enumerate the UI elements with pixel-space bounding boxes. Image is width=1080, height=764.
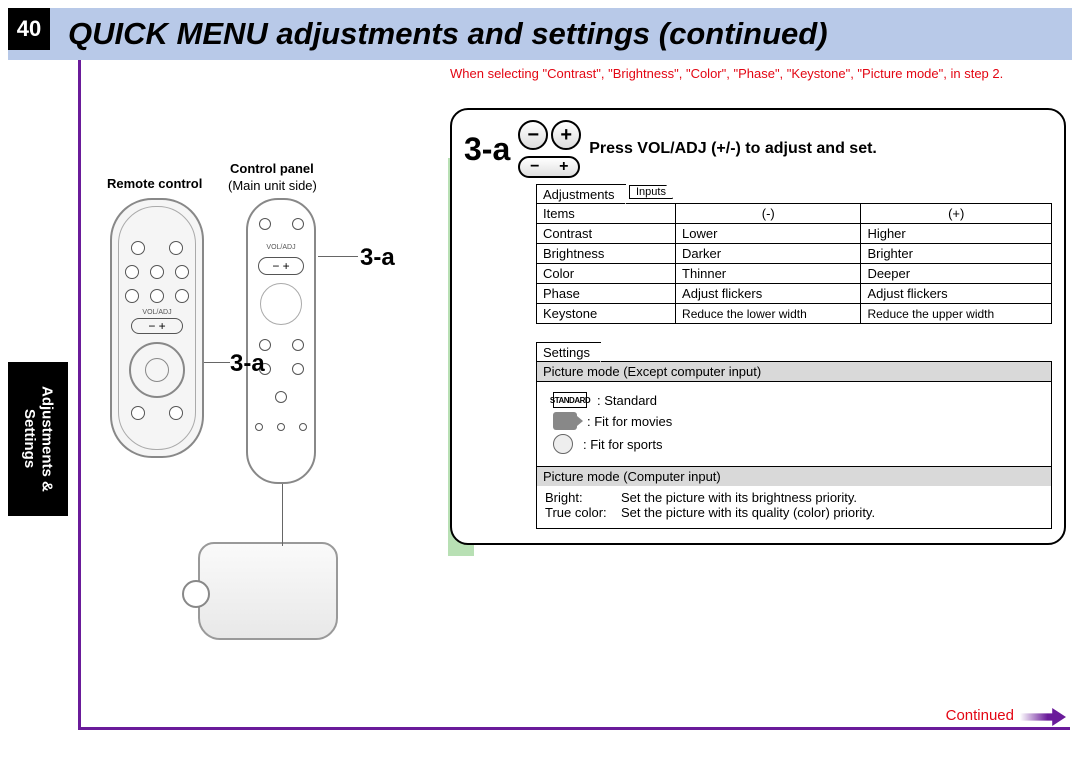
plus-icon: + xyxy=(559,158,568,176)
sports-icon xyxy=(553,434,573,454)
settings-body: Picture mode (Except computer input) STA… xyxy=(536,361,1052,529)
callout-step-remote: 3-a xyxy=(230,350,265,378)
adjustments-table: Items (-) (+) ContrastLowerHigher Bright… xyxy=(536,203,1052,324)
col-minus: (-) xyxy=(676,204,861,224)
vol-bar-icon: − + xyxy=(518,156,580,178)
desc-line: True color: Set the picture with its qua… xyxy=(545,505,1043,520)
remote-control-illustration: VOL/ADJ − + xyxy=(110,198,204,458)
settings-block: Settings Picture mode (Except computer i… xyxy=(536,342,1052,529)
settings-tab: Settings xyxy=(536,342,601,361)
control-panel-label: Control panel xyxy=(230,161,314,176)
col-items: Items xyxy=(537,204,676,224)
page-number: 40 xyxy=(17,16,41,42)
table-row: KeystoneReduce the lower widthReduce the… xyxy=(537,304,1052,324)
step-badge-text: 3-a xyxy=(464,135,510,164)
callout-step-control: 3-a xyxy=(360,244,395,272)
page-header: 40 QUICK MENU adjustments and settings (… xyxy=(8,8,1072,60)
table-row: ColorThinnerDeeper xyxy=(537,264,1052,284)
desc-val: Set the picture with its quality (color)… xyxy=(621,505,875,520)
list-item: : Fit for sports xyxy=(553,434,1041,454)
remote-control-label: Remote control xyxy=(107,176,202,191)
control-panel-illustration: VOL/ADJ − + xyxy=(246,198,316,484)
projector-illustration xyxy=(198,542,338,640)
desc-key: Bright: xyxy=(545,490,621,505)
section-header: Picture mode (Except computer input) xyxy=(537,362,1051,382)
mode-label: : Fit for movies xyxy=(587,414,672,429)
picture-mode-list: STANDARD : Standard : Fit for movies : F… xyxy=(537,382,1051,466)
vol-buttons-round: − + xyxy=(518,120,581,150)
panel-instruction: Press VOL/ADJ (+/-) to adjust and set. xyxy=(589,140,877,158)
section-tab-text: Adjustments & Settings xyxy=(21,362,56,516)
vertical-rule xyxy=(78,60,81,730)
table-header-row: Items (-) (+) xyxy=(537,204,1052,224)
callout-line xyxy=(318,256,358,257)
adjustments-tab-wrap: Adjustments Inputs xyxy=(536,184,1052,204)
adjustments-tab: Adjustments xyxy=(536,184,626,203)
intro-note: When selecting "Contrast", "Brightness",… xyxy=(450,65,1060,83)
section-tab: Adjustments & Settings xyxy=(8,362,68,516)
list-item: : Fit for movies xyxy=(553,412,1041,430)
minus-icon: − xyxy=(530,158,539,176)
callout-line xyxy=(204,362,230,363)
desc-line: Bright: Set the picture with its brightn… xyxy=(545,490,1043,505)
control-panel-sublabel: (Main unit side) xyxy=(228,178,317,193)
panel-header: 3-a − + − + Press VOL/ADJ (+/-) to adjus… xyxy=(464,120,1052,178)
col-plus: (+) xyxy=(861,204,1052,224)
table-row: PhaseAdjust flickersAdjust flickers xyxy=(537,284,1052,304)
connector-line xyxy=(282,484,283,546)
inputs-subtab: Inputs xyxy=(629,185,673,199)
continued-arrow-icon xyxy=(1020,708,1066,726)
continued-label: Continued xyxy=(946,707,1014,724)
page-title: QUICK MENU adjustments and settings (con… xyxy=(68,16,828,52)
desc-val: Set the picture with its brightness prio… xyxy=(621,490,857,505)
horizontal-rule xyxy=(78,727,1070,730)
movie-icon xyxy=(553,412,577,430)
table-row: BrightnessDarkerBrighter xyxy=(537,244,1052,264)
table-row: ContrastLowerHigher xyxy=(537,224,1052,244)
step-badge: 3-a xyxy=(464,135,510,164)
mode-label: : Fit for sports xyxy=(583,437,662,452)
standard-icon: STANDARD xyxy=(553,392,587,408)
list-item: STANDARD : Standard xyxy=(553,392,1041,408)
mode-label: : Standard xyxy=(597,393,657,408)
minus-icon: − xyxy=(518,120,548,150)
section-header: Picture mode (Computer input) xyxy=(537,466,1051,486)
instruction-panel: 3-a − + − + Press VOL/ADJ (+/-) to adjus… xyxy=(450,108,1066,545)
desc-key: True color: xyxy=(545,505,621,520)
panel-content: Adjustments Inputs Items (-) (+) Contras… xyxy=(536,184,1052,529)
plus-icon: + xyxy=(551,120,581,150)
page-number-box: 40 xyxy=(8,8,50,50)
computer-mode-descriptions: Bright: Set the picture with its brightn… xyxy=(537,486,1051,528)
